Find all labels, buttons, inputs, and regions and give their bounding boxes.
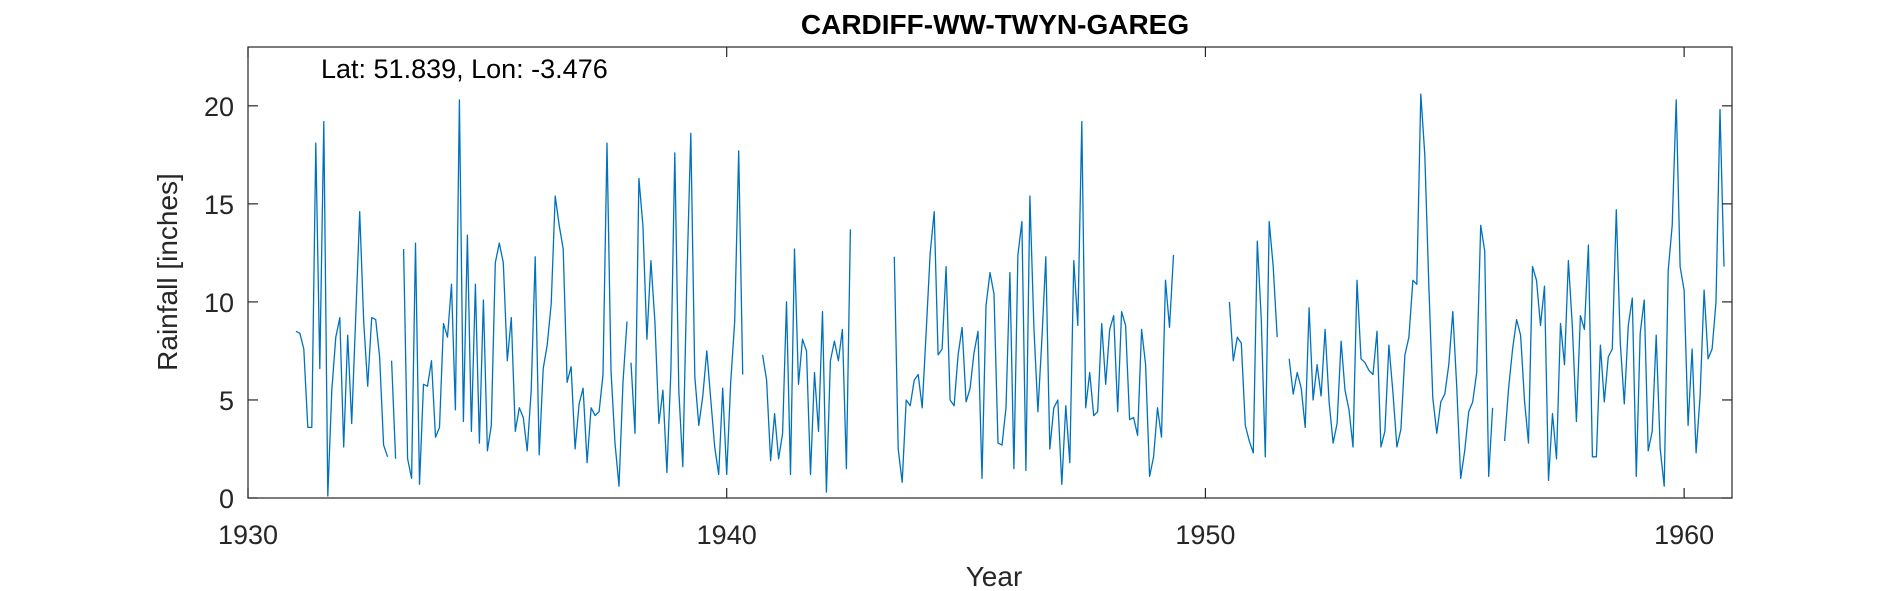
- location-annotation: Lat: 51.839, Lon: -3.476: [321, 54, 608, 84]
- y-tick-label: 5: [219, 386, 234, 416]
- chart-title: CARDIFF-WW-TWYN-GAREG: [801, 9, 1189, 40]
- series-line-segment: [390, 360, 397, 459]
- x-tick-label: 1940: [697, 520, 757, 550]
- x-axis-label: Year: [966, 561, 1023, 591]
- series-line-segment: [402, 99, 628, 487]
- series-line-segment: [295, 120, 389, 497]
- y-tick-label: 0: [219, 484, 234, 514]
- plot-area: [247, 46, 1733, 499]
- series-line-segment: [630, 132, 744, 476]
- x-tick-label: 1960: [1654, 520, 1714, 550]
- series-line-segment: [761, 229, 852, 493]
- series-line-segment: [893, 120, 1175, 485]
- x-tick-label: 1930: [218, 520, 278, 550]
- series-line-segment: [1288, 93, 1494, 480]
- x-tick-label: 1950: [1175, 520, 1235, 550]
- y-tick-label: 15: [204, 190, 234, 220]
- y-axis-label: Rainfall [inches]: [152, 173, 183, 371]
- series-layer: [295, 93, 1725, 497]
- axes-box: [247, 46, 1733, 499]
- y-tick-label: 20: [204, 92, 234, 122]
- series-line-segment: [1228, 220, 1278, 458]
- y-tick-label: 10: [204, 288, 234, 318]
- ticks-layer: 1930 1940 1950 1960 0 5 10 15 20: [204, 47, 1732, 550]
- series-line-segment: [1503, 99, 1725, 487]
